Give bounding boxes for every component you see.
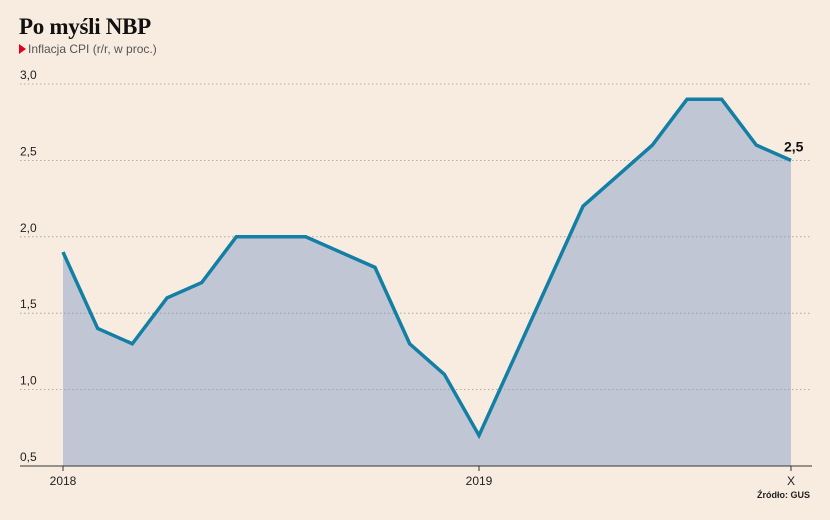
y-tick-label: 1,0 — [20, 374, 37, 388]
y-tick-label: 3,0 — [20, 68, 37, 82]
y-tick-label: 2,0 — [20, 221, 37, 235]
last-value-label: 2,5 — [784, 138, 804, 154]
area-fill — [63, 99, 791, 466]
source-note: Źródło: GUS — [757, 490, 810, 500]
chart-subtitle: Inflacja CPI (r/r, w proc.) — [19, 42, 157, 56]
x-tick-label: 2018 — [50, 474, 77, 488]
y-tick-label: 0,5 — [20, 450, 37, 464]
cpi-line — [61, 97, 792, 440]
x-tick-label: 2019 — [466, 474, 493, 488]
y-tick-label: 1,5 — [20, 297, 37, 311]
x-tick-label: X — [787, 474, 795, 488]
red-triangle-icon — [19, 44, 26, 54]
y-tick-label: 2,5 — [20, 144, 37, 158]
chart-title: Po myśli NBP — [19, 14, 151, 39]
subtitle-text: Inflacja CPI (r/r, w proc.) — [28, 42, 157, 56]
